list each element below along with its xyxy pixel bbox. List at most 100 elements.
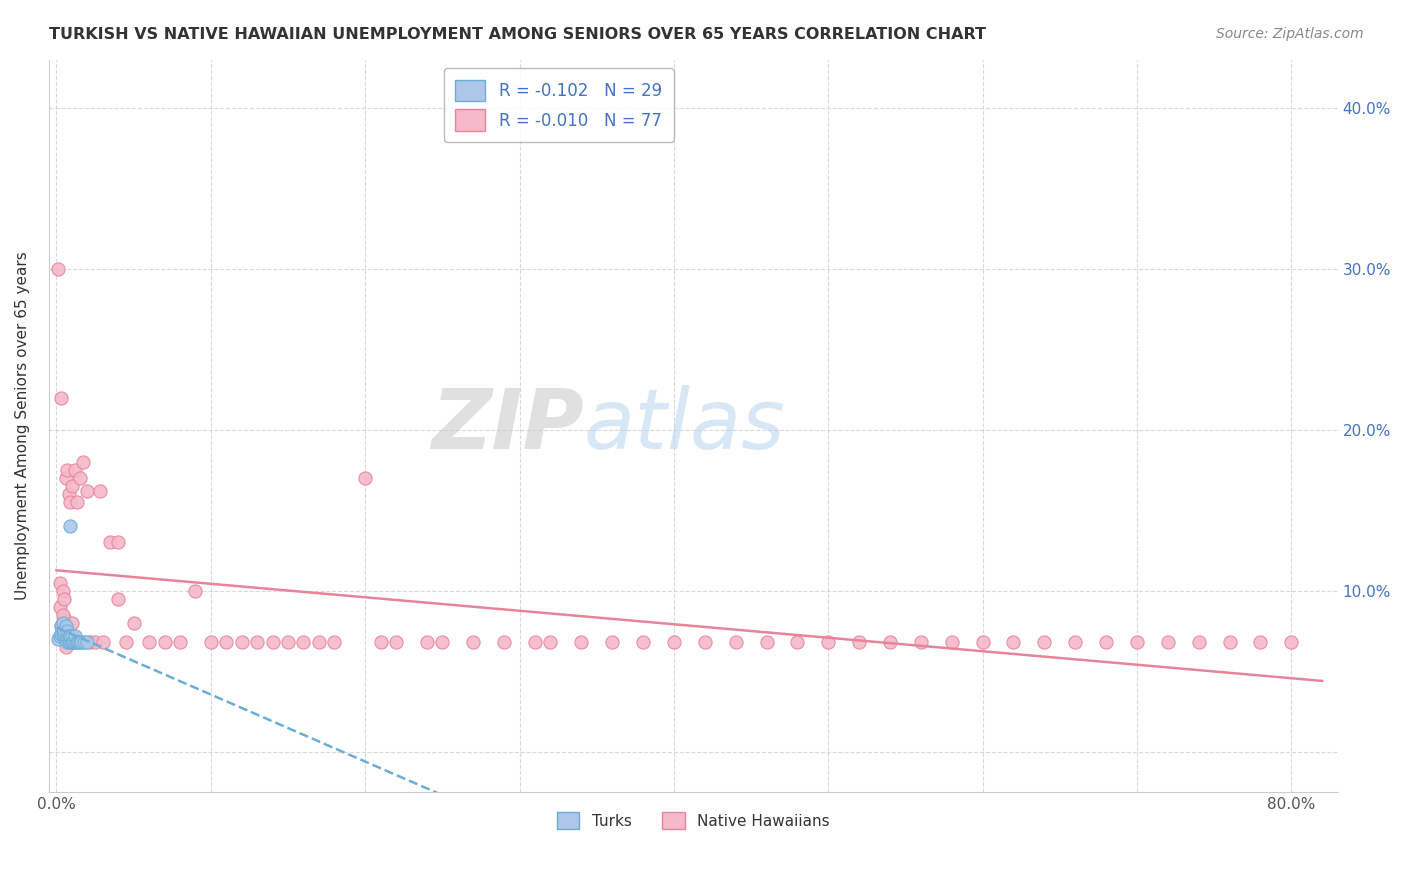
Point bbox=[59, 629, 82, 643]
Point bbox=[53, 591, 76, 606]
Point bbox=[48, 599, 70, 614]
Point bbox=[52, 583, 75, 598]
Point bbox=[60, 479, 83, 493]
Point bbox=[59, 519, 82, 533]
Text: ZIP: ZIP bbox=[432, 385, 583, 467]
Point bbox=[91, 635, 114, 649]
Text: Source: ZipAtlas.com: Source: ZipAtlas.com bbox=[1216, 27, 1364, 41]
Point bbox=[56, 624, 79, 638]
Point bbox=[52, 607, 75, 622]
Point bbox=[65, 495, 87, 509]
Point bbox=[49, 627, 72, 641]
Point bbox=[72, 455, 94, 469]
Point bbox=[100, 535, 122, 549]
Point bbox=[46, 632, 69, 646]
Point bbox=[122, 615, 145, 630]
Y-axis label: Unemployment Among Seniors over 65 years: Unemployment Among Seniors over 65 years bbox=[15, 252, 30, 600]
Point bbox=[53, 611, 76, 625]
Point bbox=[370, 635, 392, 649]
Point bbox=[463, 635, 485, 649]
Text: atlas: atlas bbox=[583, 385, 786, 467]
Point bbox=[184, 583, 207, 598]
Point bbox=[1126, 635, 1149, 649]
Point bbox=[1002, 635, 1025, 649]
Point bbox=[1249, 635, 1271, 649]
Point bbox=[84, 635, 107, 649]
Point bbox=[200, 635, 222, 649]
Point bbox=[569, 635, 592, 649]
Point bbox=[1188, 635, 1211, 649]
Point bbox=[107, 591, 129, 606]
Point bbox=[76, 635, 98, 649]
Point bbox=[385, 635, 408, 649]
Point bbox=[52, 615, 75, 630]
Point bbox=[59, 635, 82, 649]
Point bbox=[494, 635, 516, 649]
Point bbox=[631, 635, 654, 649]
Point bbox=[538, 635, 561, 649]
Point bbox=[53, 624, 76, 638]
Point bbox=[56, 629, 79, 643]
Point bbox=[76, 483, 98, 498]
Point bbox=[60, 615, 83, 630]
Point bbox=[308, 635, 330, 649]
Point bbox=[786, 635, 808, 649]
Point bbox=[53, 629, 76, 643]
Point bbox=[46, 261, 69, 276]
Point bbox=[63, 463, 86, 477]
Point bbox=[70, 635, 93, 649]
Point bbox=[60, 635, 83, 649]
Point bbox=[153, 635, 176, 649]
Point bbox=[879, 635, 901, 649]
Point bbox=[138, 635, 160, 649]
Point bbox=[63, 635, 86, 649]
Point bbox=[69, 635, 91, 649]
Point bbox=[56, 463, 79, 477]
Point bbox=[1219, 635, 1241, 649]
Point bbox=[523, 635, 546, 649]
Point bbox=[755, 635, 778, 649]
Point bbox=[277, 635, 299, 649]
Point bbox=[848, 635, 870, 649]
Point bbox=[941, 635, 963, 649]
Point bbox=[79, 635, 101, 649]
Point bbox=[73, 635, 96, 649]
Point bbox=[817, 635, 839, 649]
Point bbox=[693, 635, 716, 649]
Legend: Turks, Native Hawaiians: Turks, Native Hawaiians bbox=[550, 805, 837, 836]
Point bbox=[62, 635, 84, 649]
Point bbox=[63, 629, 86, 643]
Point bbox=[354, 471, 377, 485]
Point bbox=[67, 635, 90, 649]
Point bbox=[49, 619, 72, 633]
Point bbox=[323, 635, 346, 649]
Point bbox=[60, 629, 83, 643]
Point bbox=[55, 619, 77, 633]
Point bbox=[58, 487, 80, 501]
Point bbox=[1095, 635, 1118, 649]
Point bbox=[600, 635, 623, 649]
Point bbox=[55, 632, 77, 646]
Point bbox=[107, 535, 129, 549]
Point bbox=[246, 635, 269, 649]
Point bbox=[262, 635, 284, 649]
Point bbox=[62, 635, 84, 649]
Point bbox=[416, 635, 439, 649]
Point bbox=[1064, 635, 1087, 649]
Point bbox=[724, 635, 747, 649]
Point bbox=[56, 635, 79, 649]
Point bbox=[1033, 635, 1056, 649]
Point bbox=[55, 640, 77, 654]
Point bbox=[910, 635, 932, 649]
Point bbox=[65, 635, 87, 649]
Point bbox=[115, 635, 138, 649]
Point bbox=[58, 635, 80, 649]
Point bbox=[49, 391, 72, 405]
Point bbox=[292, 635, 315, 649]
Point bbox=[52, 627, 75, 641]
Point bbox=[49, 619, 72, 633]
Point bbox=[972, 635, 994, 649]
Text: TURKISH VS NATIVE HAWAIIAN UNEMPLOYMENT AMONG SENIORS OVER 65 YEARS CORRELATION : TURKISH VS NATIVE HAWAIIAN UNEMPLOYMENT … bbox=[49, 27, 986, 42]
Point bbox=[89, 483, 111, 498]
Point bbox=[231, 635, 253, 649]
